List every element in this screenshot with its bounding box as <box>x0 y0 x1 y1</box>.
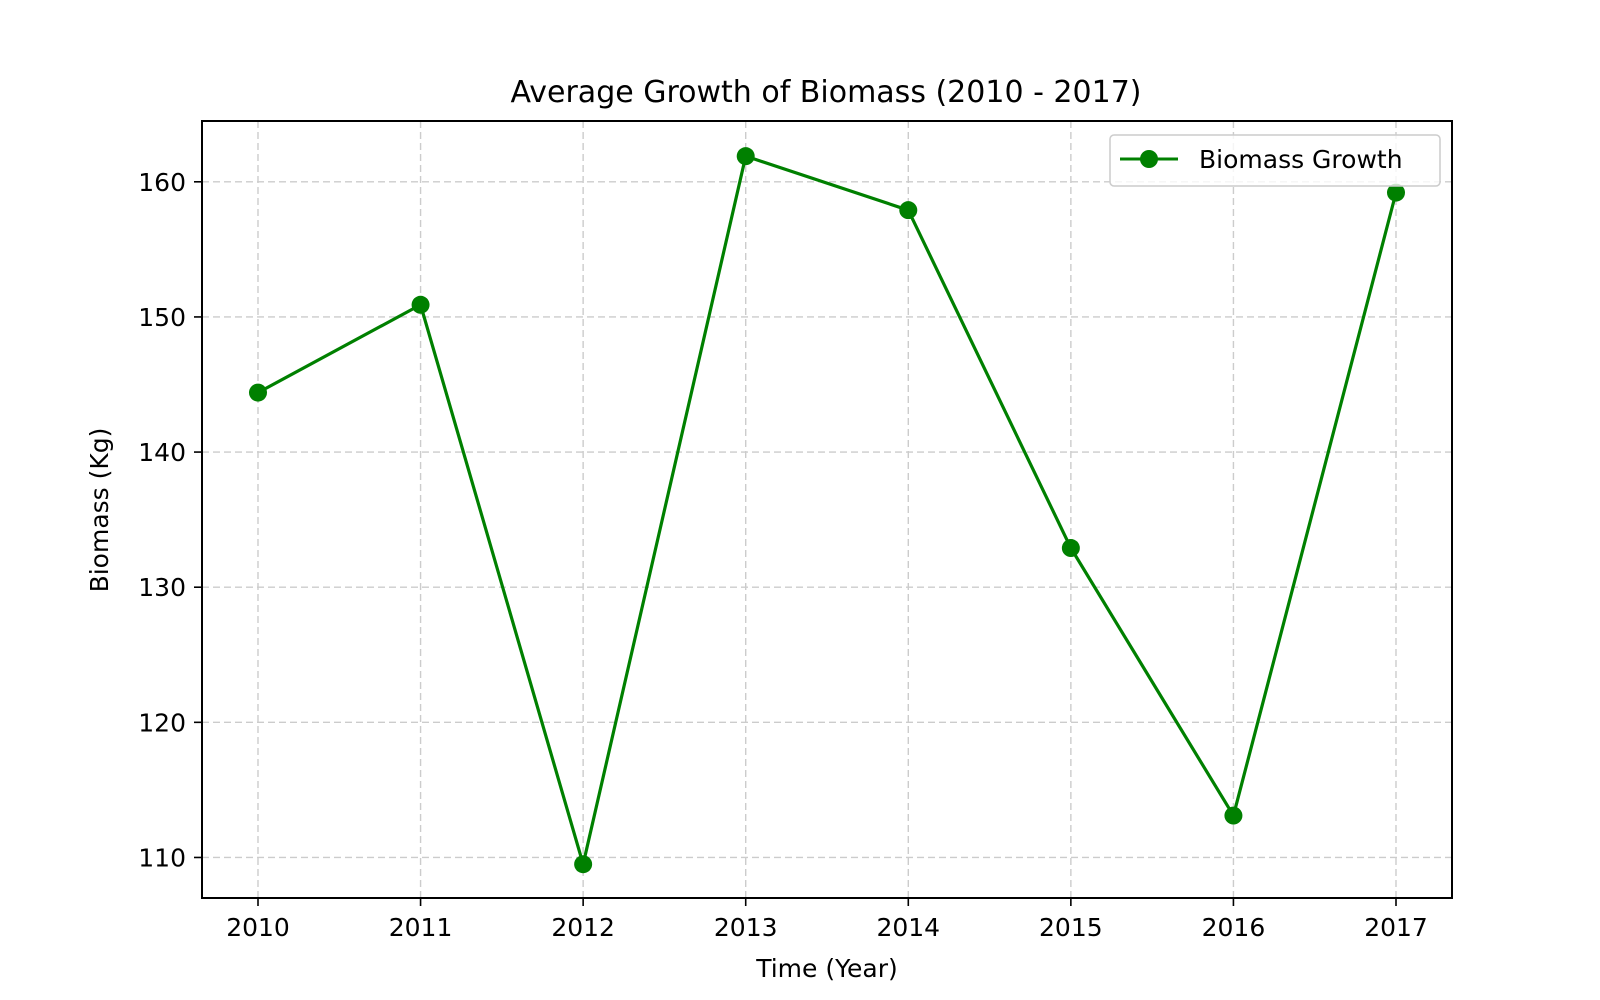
data-point <box>574 855 593 874</box>
y-tick-label: 130 <box>138 573 186 602</box>
series-layer <box>249 147 1405 874</box>
legend-box <box>1109 134 1441 187</box>
series-line <box>257 154 1398 866</box>
data-point <box>899 201 918 220</box>
plot-frame <box>201 120 1453 899</box>
y-tick-label: 160 <box>138 168 186 197</box>
x-tick-label: 2010 <box>226 913 290 942</box>
y-tick-label: 120 <box>138 708 186 737</box>
x-tick-label: 2017 <box>1364 913 1428 942</box>
x-tick-label: 2011 <box>389 913 453 942</box>
x-tick-label: 2015 <box>1039 913 1103 942</box>
chart-title: Average Growth of Biomass (2010 - 2017) <box>511 75 1142 110</box>
x-tick-label: 2016 <box>1202 913 1266 942</box>
data-point <box>1061 539 1080 558</box>
legend-marker <box>1140 150 1158 168</box>
data-point <box>1224 806 1243 825</box>
data-point <box>249 383 267 402</box>
y-tick-label: 110 <box>138 843 186 872</box>
x-tick-label: 2012 <box>551 913 615 942</box>
data-point <box>411 295 430 314</box>
x-tick-label: 2013 <box>714 913 778 942</box>
legend-label: Biomass Growth <box>1199 145 1403 174</box>
y-tick-label: 140 <box>138 438 186 467</box>
y-tick-label: 150 <box>138 303 186 332</box>
data-point <box>1387 183 1405 202</box>
legend: Biomass Growth <box>1109 134 1441 187</box>
grid-lines <box>202 121 1452 898</box>
y-axis-label: Biomass (Kg) <box>85 428 114 593</box>
data-point <box>736 147 755 166</box>
x-axis-label: Time (Year) <box>755 954 898 983</box>
x-tick-label: 2014 <box>876 913 940 942</box>
axis-ticks: 2010 2011 2012 2013 2014 2015 2016 2017 110 120 13… <box>138 168 1428 942</box>
